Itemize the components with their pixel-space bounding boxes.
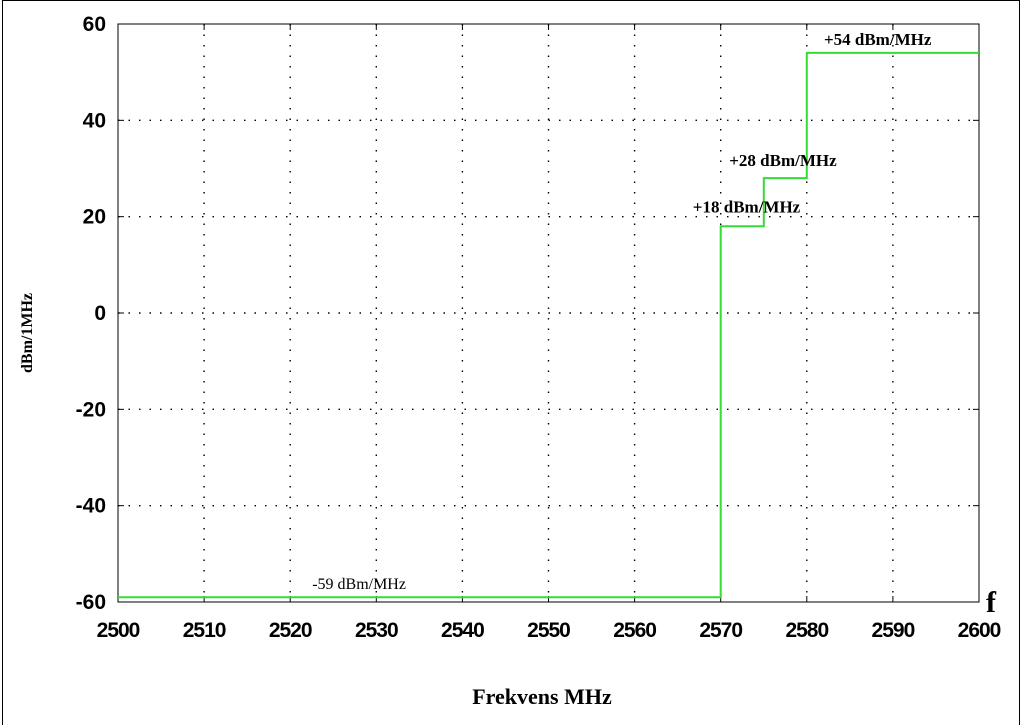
y-tick-labels: 60 40 20 0 -20 -40 -60 <box>76 13 106 614</box>
series <box>118 51 979 599</box>
x-tick-label: 2600 <box>958 619 1001 642</box>
x-tick-label: 2550 <box>527 619 570 642</box>
x-tick-label: 2560 <box>613 619 656 642</box>
x-axis-marker: f <box>986 586 997 619</box>
grid <box>117 23 980 603</box>
y-axis-label: dBm/1MHz <box>19 293 36 373</box>
y-tick-label: -20 <box>76 398 106 421</box>
y-tick-label: 60 <box>83 13 106 36</box>
x-tick-labels: 2500 2510 2520 2530 2540 2550 2560 2570 2580 2590… <box>97 619 1002 642</box>
x-tick-label: 2570 <box>699 619 742 642</box>
x-tick-label: 2590 <box>872 619 915 642</box>
x-tick-label: 2540 <box>441 619 484 642</box>
x-tick-label: 2530 <box>355 619 398 642</box>
y-tick-label: -40 <box>76 495 106 518</box>
annotation-label: +54 dBm/MHz <box>824 30 932 49</box>
x-axis-label: Frekvens MHz <box>472 684 612 709</box>
series-line-0 <box>118 51 979 599</box>
annotation-label: -59 dBm/MHz <box>312 576 406 593</box>
y-tick-label: 20 <box>83 206 106 229</box>
annotations: -59 dBm/MHz +18 dBm/MHz +28 dBm/MHz +54 dBm… <box>312 30 932 593</box>
annotation-label: +28 dBm/MHz <box>729 151 837 170</box>
y-tick-label: 0 <box>94 302 106 325</box>
x-tick-label: 2580 <box>785 619 828 642</box>
x-tick-label: 2520 <box>269 619 312 642</box>
annotation-label: +18 dBm/MHz <box>693 197 801 216</box>
x-tick-label: 2510 <box>183 619 226 642</box>
y-tick-label: 40 <box>83 109 106 132</box>
x-tick-label: 2500 <box>97 619 140 642</box>
plot-area <box>117 23 980 603</box>
y-tick-label: -60 <box>76 591 106 614</box>
